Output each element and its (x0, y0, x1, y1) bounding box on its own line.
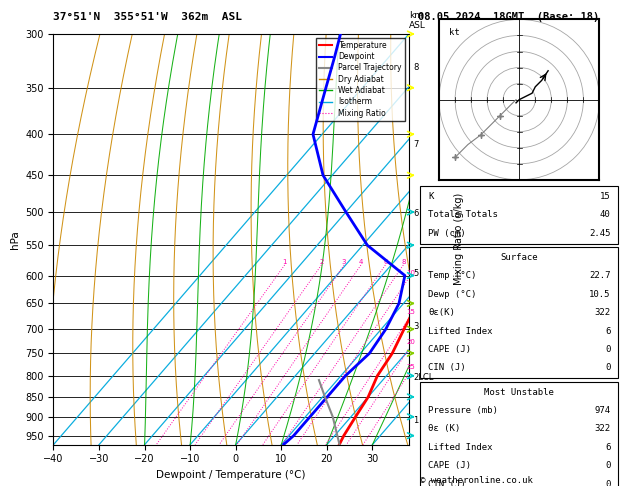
Text: 40: 40 (599, 210, 610, 219)
Bar (420, 247, 618, 378)
Text: Lifted Index: Lifted Index (428, 327, 493, 336)
Text: Dewp (°C): Dewp (°C) (428, 290, 477, 299)
Text: 3: 3 (413, 322, 418, 331)
Y-axis label: hPa: hPa (9, 230, 19, 249)
Bar (420, 186, 618, 243)
X-axis label: Dewpoint / Temperature (°C): Dewpoint / Temperature (°C) (157, 470, 306, 480)
Text: 25: 25 (406, 364, 415, 370)
Text: Mixing Ratio (g/kg): Mixing Ratio (g/kg) (454, 193, 464, 285)
Text: 0: 0 (605, 345, 610, 354)
Text: 5: 5 (413, 269, 418, 278)
Text: 6: 6 (605, 327, 610, 336)
Text: 4: 4 (359, 259, 363, 265)
Text: 8: 8 (401, 259, 406, 265)
Text: 974: 974 (594, 406, 610, 415)
Text: Lifted Index: Lifted Index (428, 443, 493, 452)
Text: 2.45: 2.45 (589, 229, 610, 238)
Text: CAPE (J): CAPE (J) (428, 461, 471, 470)
Text: 20: 20 (406, 340, 416, 346)
Text: 8: 8 (413, 63, 418, 72)
Text: 322: 322 (594, 424, 610, 434)
Text: Temp (°C): Temp (°C) (428, 272, 477, 280)
Text: 15: 15 (406, 309, 415, 315)
Text: 1: 1 (413, 416, 418, 425)
Legend: Temperature, Dewpoint, Parcel Trajectory, Dry Adiabat, Wet Adiabat, Isotherm, Mi: Temperature, Dewpoint, Parcel Trajectory… (316, 38, 405, 121)
Text: θε (K): θε (K) (428, 424, 460, 434)
Text: kt: kt (448, 29, 459, 37)
Text: Pressure (mb): Pressure (mb) (428, 406, 498, 415)
Text: 10.5: 10.5 (589, 290, 610, 299)
Text: 6: 6 (413, 209, 418, 218)
Text: CIN (J): CIN (J) (428, 480, 465, 486)
Text: 22.7: 22.7 (589, 272, 610, 280)
Text: Surface: Surface (501, 253, 538, 262)
Text: 0: 0 (605, 480, 610, 486)
Text: © weatheronline.co.uk: © weatheronline.co.uk (420, 475, 533, 485)
Text: K: K (428, 192, 433, 201)
Text: CAPE (J): CAPE (J) (428, 345, 471, 354)
Text: 37°51'N  355°51'W  362m  ASL: 37°51'N 355°51'W 362m ASL (53, 12, 242, 22)
Text: 322: 322 (594, 308, 610, 317)
Text: 6: 6 (605, 443, 610, 452)
Text: 7: 7 (413, 140, 418, 149)
Text: 3: 3 (342, 259, 347, 265)
Text: θε(K): θε(K) (428, 308, 455, 317)
Text: 0: 0 (605, 461, 610, 470)
Text: 08.05.2024  18GMT  (Base: 18): 08.05.2024 18GMT (Base: 18) (418, 12, 599, 22)
Text: 2LCL: 2LCL (413, 373, 433, 382)
Text: 1: 1 (282, 259, 287, 265)
Text: PW (cm): PW (cm) (428, 229, 465, 238)
Text: 2: 2 (319, 259, 323, 265)
Bar (420, 382, 618, 486)
Text: 10: 10 (406, 270, 415, 276)
Text: 0: 0 (605, 364, 610, 372)
Text: Totals Totals: Totals Totals (428, 210, 498, 219)
Text: CIN (J): CIN (J) (428, 364, 465, 372)
Text: 6: 6 (383, 259, 387, 265)
Text: 15: 15 (599, 192, 610, 201)
Text: Most Unstable: Most Unstable (484, 388, 554, 397)
Text: km
ASL: km ASL (409, 11, 426, 30)
